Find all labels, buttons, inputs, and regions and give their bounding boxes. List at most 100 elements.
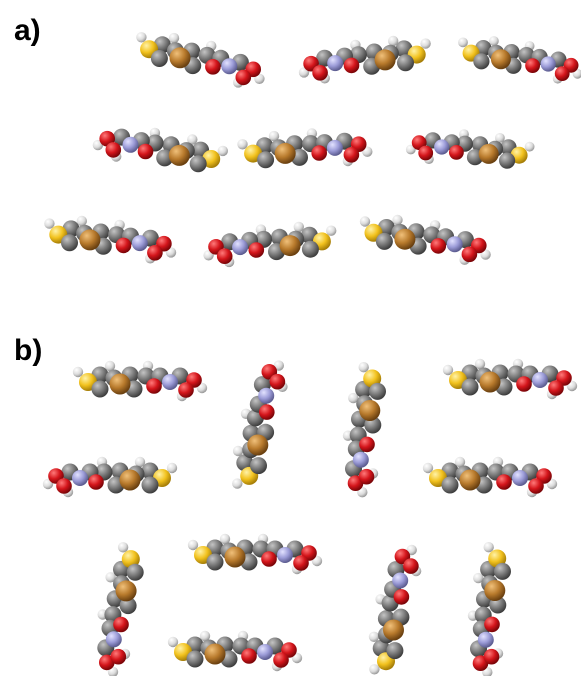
hydrogen-atom — [168, 32, 180, 44]
hydrogen-atom — [76, 215, 88, 227]
oxygen-atom — [516, 376, 532, 392]
panel-label-b: b) — [14, 334, 43, 367]
oxygen-atom — [548, 380, 564, 396]
nitrogen-atom — [105, 631, 122, 648]
oxygen-atom — [312, 65, 328, 81]
molecule — [458, 36, 581, 84]
oxygen-atom — [393, 589, 410, 605]
nitrogen-atom — [258, 387, 275, 404]
hydrogen-atom — [458, 37, 468, 48]
bromine-atom — [119, 469, 141, 491]
hydrogen-atom — [117, 542, 129, 553]
oxygen-atom — [528, 478, 544, 494]
nitrogen-atom — [540, 56, 556, 72]
molecule — [467, 542, 511, 678]
hydrogen-atom — [232, 478, 243, 489]
oxygen-atom — [359, 436, 375, 453]
nitrogen-atom — [257, 644, 273, 660]
oxygen-atom — [418, 145, 434, 161]
hydrogen-atom — [358, 362, 369, 373]
oxygen-atom — [358, 468, 375, 485]
hydrogen-atom — [442, 364, 454, 376]
carbon-atom — [186, 650, 204, 668]
oxygen-atom — [56, 478, 72, 494]
bromine-atom — [383, 619, 404, 641]
oxygen-atom — [311, 145, 328, 161]
hydrogen-atom — [359, 216, 371, 227]
hydrogen-atom — [495, 133, 505, 143]
hydrogen-atom — [369, 664, 380, 675]
panel-label-a: a) — [14, 14, 41, 47]
oxygen-atom — [178, 382, 194, 398]
carbon-atom — [126, 563, 144, 581]
molecule — [203, 221, 337, 268]
carbon-atom — [386, 642, 404, 660]
oxygen-atom — [525, 58, 540, 73]
hydrogen-atom — [232, 445, 244, 457]
hydrogen-atom — [392, 214, 403, 226]
molecule — [72, 360, 208, 402]
nitrogen-atom — [277, 547, 293, 563]
carbon-atom — [369, 382, 386, 400]
hydrogen-atom — [105, 572, 116, 583]
carbon-atom — [397, 54, 414, 72]
carbon-atom — [141, 476, 159, 494]
hydrogen-atom — [454, 456, 466, 468]
hydrogen-atom — [217, 145, 228, 157]
molecule — [136, 32, 265, 88]
hydrogen-atom — [268, 130, 280, 142]
carbon-atom — [250, 457, 267, 475]
molecule — [298, 35, 431, 84]
molecule — [237, 128, 373, 169]
oxygen-atom — [461, 246, 478, 263]
oxygen-atom — [113, 616, 129, 633]
sulfur-atom — [121, 550, 140, 569]
bromine-atom — [274, 142, 296, 164]
molecule — [92, 127, 228, 173]
nitrogen-atom — [446, 236, 463, 253]
nitrogen-atom — [532, 372, 548, 388]
bromine-atom — [484, 580, 506, 601]
hydrogen-atom — [388, 35, 399, 47]
bromine-atom — [374, 49, 396, 71]
carbon-atom — [461, 378, 479, 396]
carbon-atom — [206, 553, 224, 571]
hydrogen-atom — [166, 462, 178, 474]
nitrogen-atom — [131, 235, 148, 252]
bromine-atom — [490, 49, 511, 70]
hydrogen-atom — [293, 221, 304, 233]
oxygen-atom — [483, 648, 500, 665]
hydrogen-atom — [524, 141, 535, 152]
carbon-atom — [61, 234, 78, 252]
nitrogen-atom — [477, 631, 494, 648]
oxygen-atom — [403, 558, 419, 574]
nitrogen-atom — [221, 58, 238, 75]
oxygen-atom — [99, 654, 115, 671]
hydrogen-atom — [420, 38, 431, 49]
hydrogen-atom — [326, 225, 337, 236]
hydrogen-atom — [72, 366, 84, 378]
bromine-atom — [115, 580, 137, 602]
molecule — [232, 360, 288, 489]
hydrogen-atom — [348, 392, 359, 404]
hydrogen-atom — [134, 456, 146, 468]
hydrogen-atom — [187, 134, 198, 145]
carbon-atom — [499, 152, 516, 169]
carbon-atom — [494, 562, 511, 580]
bromine-atom — [359, 400, 381, 421]
nitrogen-atom — [392, 572, 409, 589]
oxygen-atom — [137, 143, 154, 160]
molecule — [42, 456, 178, 498]
oxygen-atom — [273, 652, 289, 668]
hydrogen-atom — [473, 572, 484, 584]
oxygen-atom — [110, 648, 127, 665]
oxygen-atom — [248, 242, 265, 258]
oxygen-atom — [430, 238, 447, 254]
oxygen-atom — [105, 142, 122, 158]
carbon-atom — [375, 232, 393, 250]
hydrogen-atom — [483, 542, 494, 553]
molecule — [342, 362, 386, 498]
molecule — [187, 533, 323, 575]
oxygen-atom — [147, 245, 163, 261]
